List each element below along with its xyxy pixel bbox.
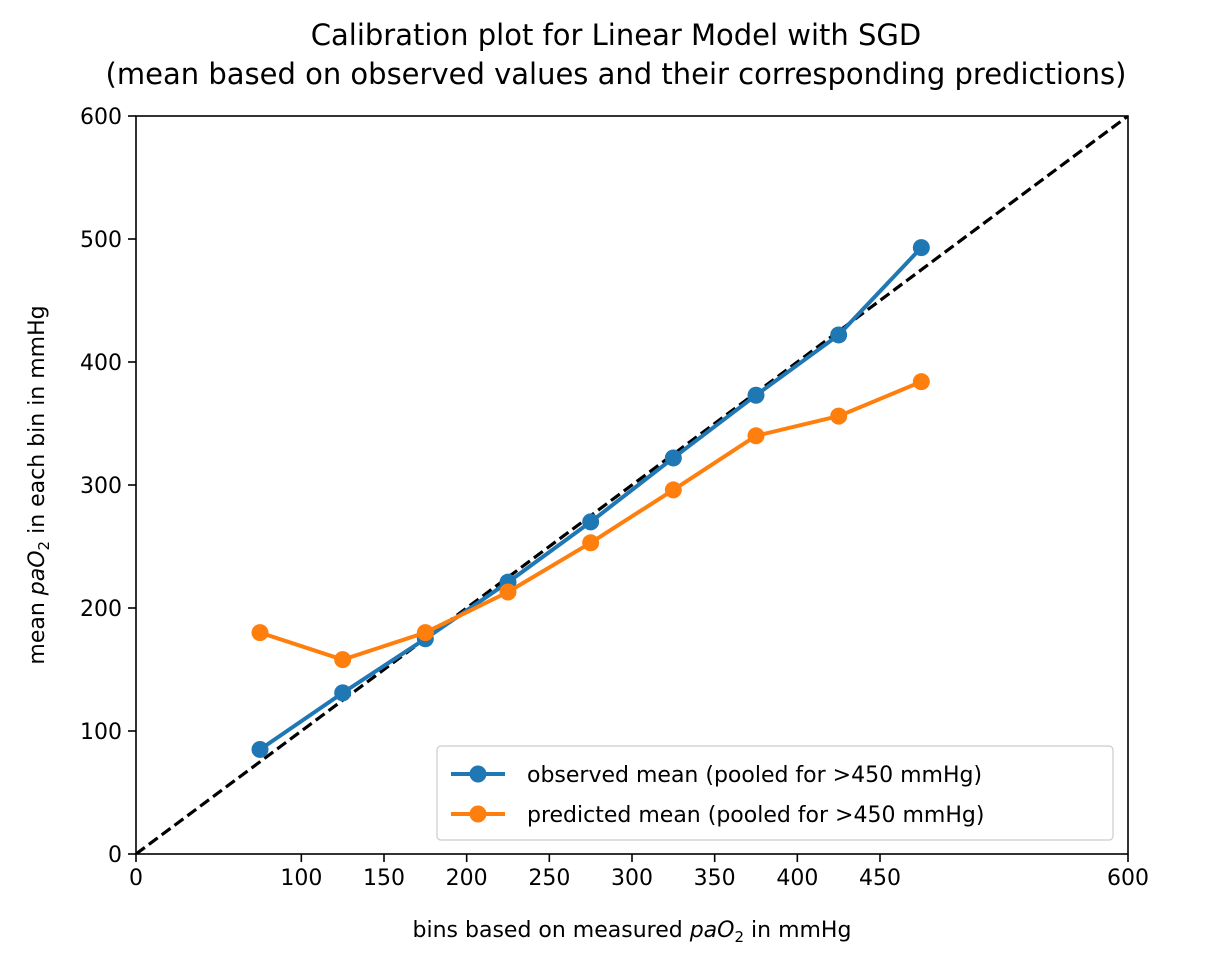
series-1-point (747, 386, 765, 404)
legend-box (436, 745, 1114, 841)
y-axis-label-prefix: mean (25, 595, 50, 664)
x-axis-label-sub: 2 (734, 928, 744, 946)
x-axis-label-var: paO (689, 918, 735, 943)
series-2-point (830, 407, 848, 425)
y-tick-label: 200 (80, 597, 122, 622)
x-tick-label: 600 (1107, 866, 1149, 891)
y-tick-label: 400 (80, 351, 122, 376)
series-2-point (251, 624, 269, 642)
series-1-point (251, 740, 269, 758)
legend: observed mean (pooled for >450 mmHg) pred… (436, 745, 1114, 841)
y-tick-label: 100 (80, 720, 122, 745)
y-axis-label-var: paO (25, 550, 50, 596)
x-tick-label: 200 (446, 866, 488, 891)
y-tick-label: 0 (108, 843, 122, 868)
series-2-point (499, 583, 517, 601)
series-1-point (830, 326, 848, 344)
series-2-point (582, 534, 600, 552)
legend-label: observed mean (pooled for >450 mmHg) (527, 763, 982, 788)
x-tick-label: 0 (129, 866, 143, 891)
x-tick-label: 100 (280, 866, 322, 891)
legend-swatch-marker (469, 765, 487, 783)
series-2-point (664, 481, 682, 499)
y-tick-label: 300 (80, 474, 122, 499)
series-1-point (664, 449, 682, 467)
chart-title-line-1: Calibration plot for Linear Model with S… (311, 18, 922, 52)
series-2-point (334, 651, 352, 669)
series-1-point (334, 684, 352, 702)
legend-swatch-marker (469, 805, 487, 823)
y-axis-label-suffix: in each bin in mmHg (25, 305, 50, 541)
series-2-point (747, 427, 765, 445)
reference-diagonal-line (136, 116, 1128, 854)
legend-label: predicted mean (pooled for >450 mmHg) (527, 803, 984, 828)
y-axis-label-sub: 2 (35, 541, 53, 551)
x-tick-label: 250 (528, 866, 570, 891)
x-tick-label: 350 (694, 866, 736, 891)
x-tick-label: 450 (859, 866, 901, 891)
y-axis-label: mean paO2 in each bin in mmHg (25, 305, 53, 664)
y-tick-label: 600 (80, 105, 122, 130)
series-layer (136, 116, 1128, 854)
x-axis-ticks: 0 100 150 200 250 300 350 400 450 600 (129, 854, 1149, 891)
x-axis-label-prefix: bins based on measured (413, 918, 690, 943)
chart-title-line-2: (mean based on observed values and their… (106, 57, 1127, 91)
series-1-point (912, 239, 930, 257)
x-tick-label: 300 (611, 866, 653, 891)
series-2-point (416, 624, 434, 642)
y-axis-ticks: 0 100 200 300 400 500 600 (80, 105, 136, 868)
x-tick-label: 400 (776, 866, 818, 891)
x-tick-label: 150 (363, 866, 405, 891)
y-tick-label: 500 (80, 228, 122, 253)
x-axis-label: bins based on measured paO2 in mmHg (413, 918, 852, 946)
x-axis-label-suffix: in mmHg (744, 918, 851, 943)
series-2-point (912, 373, 930, 391)
series-1-point (582, 513, 600, 531)
